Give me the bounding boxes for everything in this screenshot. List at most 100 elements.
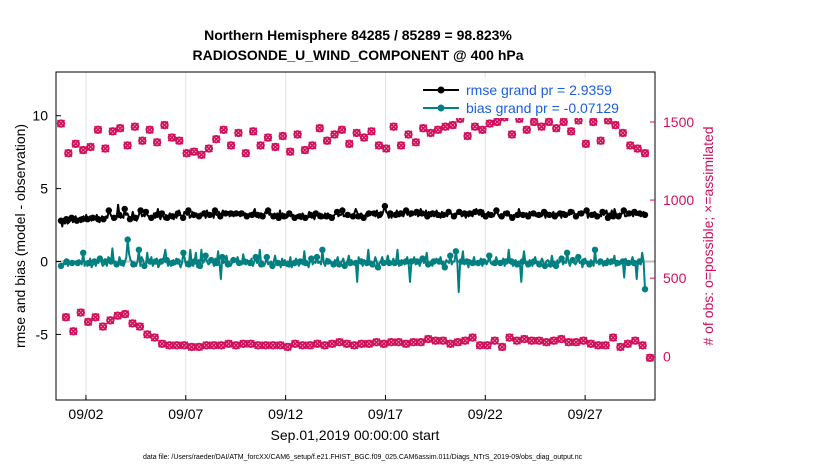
bias-point xyxy=(519,258,526,265)
possible-obs-marker xyxy=(345,139,354,149)
bias-point xyxy=(135,246,143,253)
y-left-tick-label: 10 xyxy=(32,108,48,124)
rmse-point xyxy=(482,213,489,220)
rmse-point xyxy=(387,210,394,217)
bias-point xyxy=(602,259,610,267)
legend-rmse-marker xyxy=(437,86,445,94)
possible-obs-marker xyxy=(441,122,450,131)
bias-point xyxy=(185,261,193,268)
rmse-point xyxy=(84,216,91,223)
rmse-point xyxy=(233,210,240,217)
assimilated-obs-cross xyxy=(601,341,610,350)
assimilated-obs-cross xyxy=(387,338,396,347)
possible-obs-marker xyxy=(145,125,154,134)
assimilated-obs-marker xyxy=(623,339,633,348)
assimilated-obs-cross xyxy=(498,342,507,351)
assimilated-obs-marker xyxy=(645,353,655,363)
rmse-point xyxy=(572,213,580,220)
legend-bias-label: bias grand pr = -0.07129 xyxy=(466,100,619,116)
bias-point xyxy=(74,259,81,267)
possible-obs-cross xyxy=(448,121,457,130)
assimilated-obs-cross xyxy=(579,336,588,345)
possible-obs-cross xyxy=(249,127,258,136)
possible-obs-marker xyxy=(389,122,398,131)
assimilated-obs-marker xyxy=(460,336,470,345)
possible-obs-marker xyxy=(618,128,628,138)
x-tick-label: 09/22 xyxy=(468,406,503,422)
rmse-point xyxy=(466,210,473,217)
rmse-point xyxy=(456,208,463,216)
bias-point xyxy=(68,259,76,267)
bias-point xyxy=(130,261,137,268)
possible-obs-marker xyxy=(626,141,635,150)
rmse-point xyxy=(413,208,420,216)
assimilated-obs-cross xyxy=(143,330,152,339)
assimilated-obs-marker xyxy=(231,341,241,350)
rmse-point xyxy=(317,213,325,220)
rmse-point xyxy=(132,214,139,221)
assimilated-obs-marker xyxy=(416,338,426,347)
rmse-point xyxy=(588,211,596,219)
possible-obs-marker xyxy=(529,117,539,127)
possible-obs-cross xyxy=(382,144,391,153)
assimilated-obs-cross xyxy=(608,333,618,342)
y-left-tick-label: -5 xyxy=(36,326,49,342)
assimilated-obs-marker xyxy=(534,336,544,345)
rmse-point xyxy=(604,214,612,221)
assimilated-obs-cross xyxy=(475,341,485,350)
possible-obs-cross xyxy=(286,147,295,156)
possible-obs-cross xyxy=(86,142,95,152)
possible-obs-marker xyxy=(249,127,258,136)
possible-obs-marker xyxy=(337,125,347,134)
possible-obs-cross xyxy=(234,128,243,137)
possible-obs-cross xyxy=(618,128,627,137)
y-right-tick-label: 0 xyxy=(663,348,671,364)
assimilated-obs-cross xyxy=(535,336,544,345)
assimilated-obs-marker xyxy=(438,336,448,345)
bias-point xyxy=(319,246,326,253)
x-tick-label: 09/17 xyxy=(368,406,403,422)
bias-point xyxy=(141,262,148,270)
bias-point xyxy=(358,258,365,265)
possible-obs-cross xyxy=(108,127,117,136)
possible-obs-cross xyxy=(426,128,435,137)
assimilated-obs-marker xyxy=(505,333,514,342)
assimilated-obs-cross xyxy=(328,339,337,348)
possible-obs-marker xyxy=(278,131,287,141)
assimilated-obs-marker xyxy=(520,334,529,344)
bias-point xyxy=(552,262,560,270)
possible-obs-cross xyxy=(123,141,132,150)
possible-obs-cross xyxy=(567,127,576,136)
assimilated-obs-cross xyxy=(431,336,440,345)
assimilated-obs-cross xyxy=(180,341,189,350)
possible-obs-marker xyxy=(64,149,73,158)
possible-obs-marker xyxy=(544,117,554,127)
rmse-point xyxy=(371,210,378,217)
rmse-point xyxy=(477,208,484,216)
bias-point xyxy=(269,262,276,270)
bias-point xyxy=(85,259,93,267)
bias-point xyxy=(113,261,120,268)
possible-obs-marker xyxy=(212,134,221,144)
assimilated-obs-cross xyxy=(394,338,403,347)
rmse-point xyxy=(631,208,638,216)
possible-obs-marker xyxy=(463,131,472,141)
possible-obs-marker xyxy=(130,122,140,131)
bias-point xyxy=(424,261,432,268)
assimilated-obs-cross xyxy=(84,317,93,326)
possible-obs-cross xyxy=(603,116,613,125)
series-possible-obs xyxy=(56,113,650,159)
possible-obs-marker xyxy=(189,147,199,156)
rmse-point xyxy=(615,213,622,220)
possible-obs-cross xyxy=(493,117,502,127)
possible-obs-cross xyxy=(337,125,346,134)
rmse-point xyxy=(291,214,298,221)
rmse-point xyxy=(562,211,569,219)
bias-point xyxy=(80,249,87,256)
assimilated-obs-marker xyxy=(549,336,559,345)
data-file-path: data file: /Users/raeder/DAI/ATM_forcXX/… xyxy=(143,454,583,461)
possible-obs-cross xyxy=(581,139,590,148)
possible-obs-cross xyxy=(485,119,494,128)
possible-obs-marker xyxy=(566,127,576,136)
possible-obs-marker xyxy=(108,127,117,136)
